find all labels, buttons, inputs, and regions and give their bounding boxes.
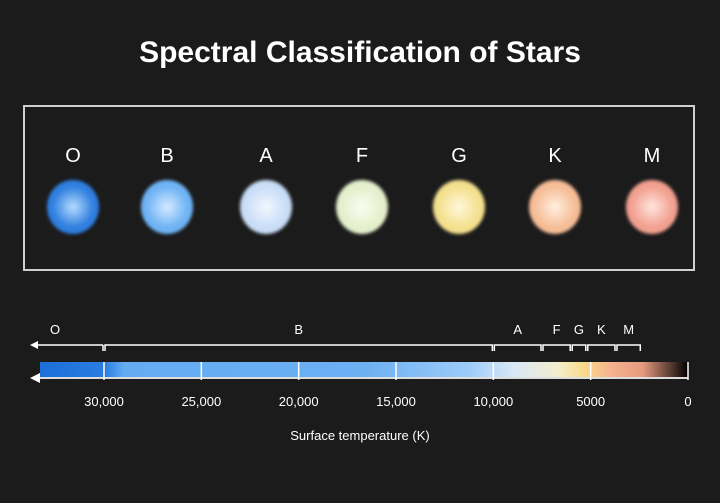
class-range-k — [587, 344, 616, 351]
class-label-g: G — [574, 322, 584, 337]
tick-label: 30,000 — [84, 394, 124, 409]
star-class-label-g: G — [451, 145, 467, 167]
tick-label: 15,000 — [376, 394, 416, 409]
class-label-o: O — [50, 322, 60, 337]
star-class-label-b: B — [160, 145, 174, 167]
star-m — [626, 180, 678, 234]
page-title: Spectral Classification of Stars — [139, 36, 581, 69]
star-class-label-f: F — [355, 145, 369, 167]
star-a — [240, 180, 292, 234]
class-label-f: F — [553, 322, 561, 337]
star-g — [433, 180, 485, 234]
star-b — [141, 180, 193, 234]
star-panel — [23, 105, 695, 271]
class-label-b: B — [294, 322, 303, 337]
class-label-a: A — [513, 322, 522, 337]
tick-label: 25,000 — [181, 394, 221, 409]
tick-label: 10,000 — [473, 394, 513, 409]
class-label-m: M — [623, 322, 634, 337]
class-range-b — [104, 344, 494, 351]
bar-arrow-icon — [30, 373, 40, 383]
class-range-f — [542, 344, 571, 351]
axis-label: Surface temperature (K) — [290, 428, 429, 443]
star-class-label-o: O — [65, 145, 81, 167]
star-class-label-k: K — [548, 145, 562, 167]
star-o — [47, 180, 99, 234]
tick-label: 0 — [684, 394, 691, 409]
class-range-m — [616, 344, 642, 351]
class-range-a — [493, 344, 542, 351]
star-k — [529, 180, 581, 234]
class-range-g — [571, 344, 587, 351]
star-class-label-a: A — [259, 145, 273, 167]
tick-label: 5000 — [576, 394, 605, 409]
class-arrow-icon — [30, 341, 38, 349]
tick-label: 20,000 — [279, 394, 319, 409]
class-label-k: K — [597, 322, 606, 337]
star-f — [336, 180, 388, 234]
star-class-label-m: M — [643, 145, 661, 167]
